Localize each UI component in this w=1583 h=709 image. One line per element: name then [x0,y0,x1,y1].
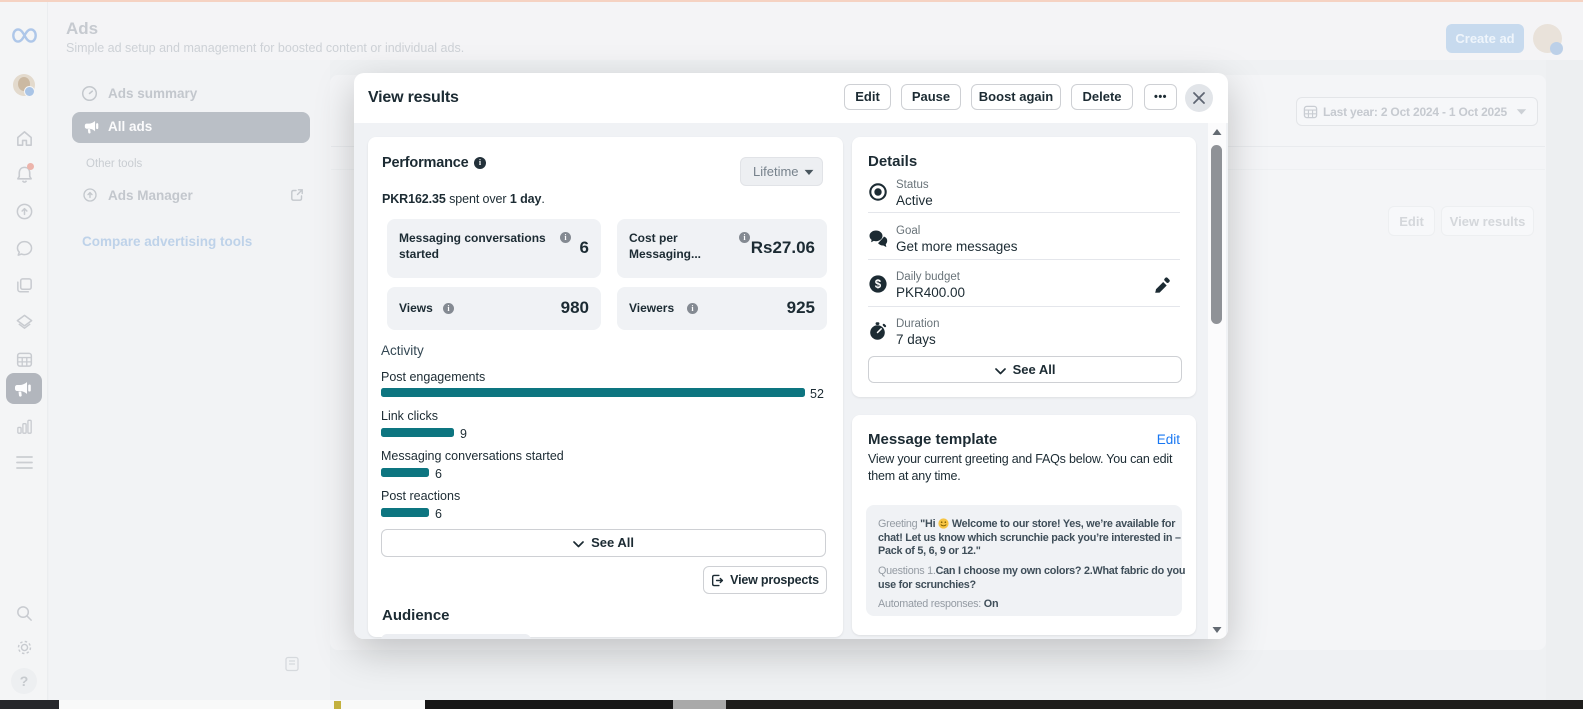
svg-text:$: $ [875,279,882,291]
